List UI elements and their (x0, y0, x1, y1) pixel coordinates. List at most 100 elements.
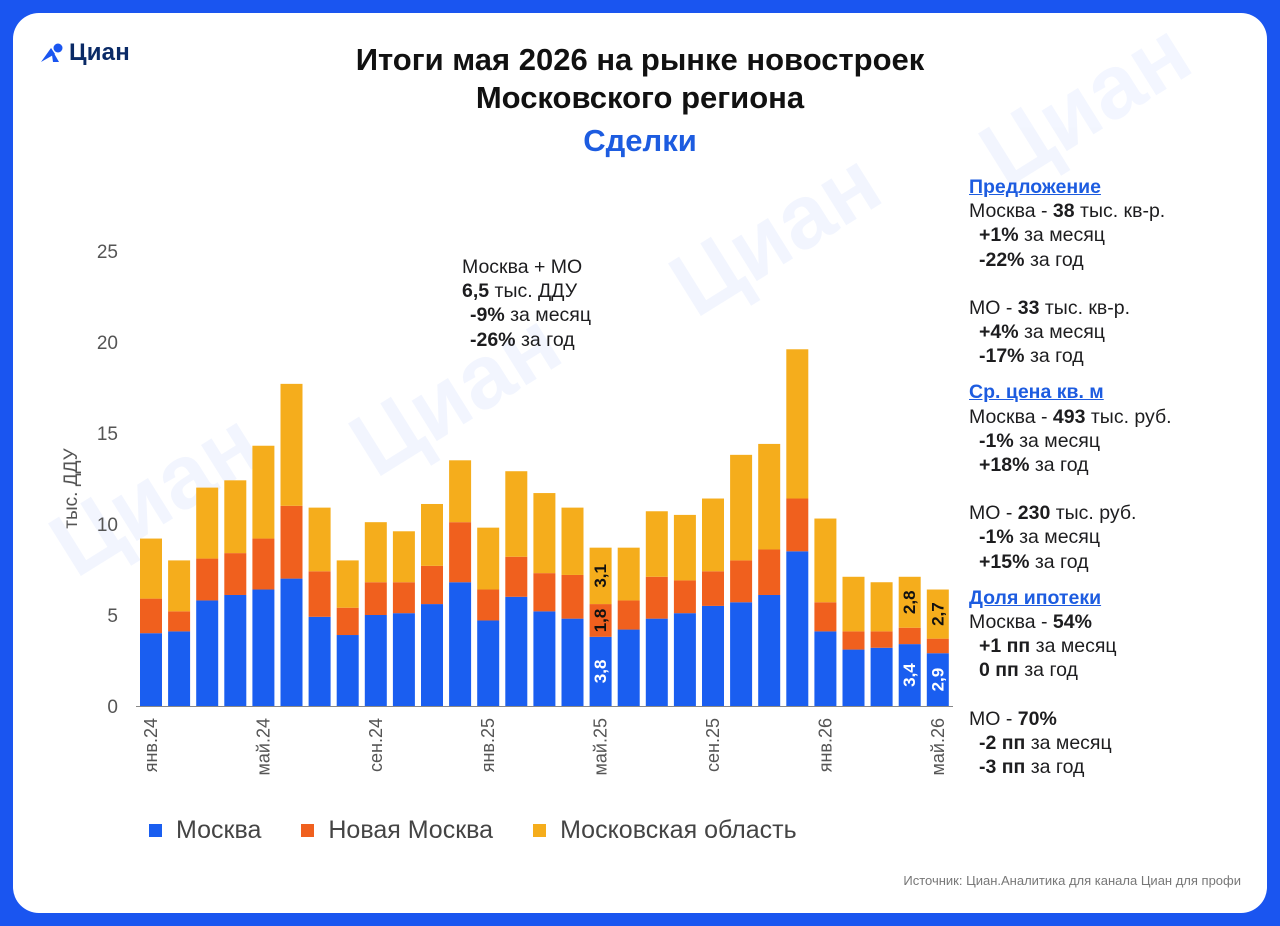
source-note: Источник: Циан.Аналитика для канала Циан… (903, 873, 1241, 888)
mortgage-block: Доля ипотеки Москва - 54% +1 пп за месяц… (969, 586, 1172, 683)
bar-segment (168, 560, 191, 612)
legend-swatch (149, 824, 162, 837)
bar-segment (673, 613, 696, 706)
bar-segment (308, 507, 331, 572)
bar-segment (421, 565, 443, 605)
cian-logo-icon (41, 43, 63, 62)
legend-label: Московская область (560, 816, 797, 844)
bar-segment (617, 547, 640, 601)
bar-segment (140, 598, 162, 634)
price-block: Ср. цена кв. м Москва - 493 тыс. руб. -1… (969, 380, 1172, 477)
bar-segment (702, 605, 724, 706)
stat-line: -3 пп за год (979, 756, 1085, 779)
bar-segment (814, 631, 837, 706)
stat-line: Москва - 38 тыс. кв-р. (969, 200, 1166, 223)
stat-line: МО - 33 тыс. кв-р. (969, 296, 1131, 319)
bar-segment (814, 518, 837, 603)
bar-segment (196, 558, 219, 601)
x-tick-label: май.24 (253, 718, 273, 775)
bar-segment (898, 576, 921, 628)
y-tick-label: 25 (97, 242, 118, 263)
bar-segment (224, 553, 247, 595)
x-tick-label: сен.25 (703, 718, 723, 772)
offer-heading[interactable]: Предложение (969, 176, 1101, 198)
bar-segment (730, 560, 753, 603)
bar-segment (392, 531, 415, 583)
stat-line: +4% за месяц (979, 321, 1105, 344)
bar-segment (814, 602, 837, 632)
price-heading[interactable]: Ср. цена кв. м (969, 381, 1104, 404)
bar-segment (477, 620, 500, 706)
data-label: 3,1 (591, 564, 610, 588)
bar-segment (168, 631, 191, 706)
x-tick-label: сен.24 (366, 718, 386, 772)
page-title: Итоги мая 2026 на рынке новостроек Моско… (13, 41, 1267, 117)
bar-segment (280, 578, 303, 706)
annotation-line: 6,5 тыс. ДДУ (462, 280, 578, 303)
bar-segment (252, 589, 275, 706)
legend-item-moscow-region: Московская область (533, 816, 797, 845)
chart-annotation: Москва + МО 6,5 тыс. ДДУ -9% за месяц -2… (462, 255, 591, 352)
data-label: 2,8 (900, 590, 919, 614)
annotation-line: -9% за месяц (470, 304, 592, 327)
bar-segment (533, 573, 556, 612)
bar-segment (477, 527, 500, 590)
bar-segment (252, 538, 275, 590)
bar-segment (786, 498, 809, 552)
bar-segment (589, 547, 612, 605)
bar-segment (505, 596, 528, 706)
card: Циан Циан Циан Циан Циан Итоги мая 2026 … (13, 13, 1267, 913)
mortgage-heading[interactable]: Доля ипотеки (969, 586, 1102, 609)
logo: Циан (39, 39, 130, 67)
data-label: 3,8 (591, 660, 610, 684)
bar-segment (336, 560, 359, 608)
data-label: 3,4 (900, 663, 919, 687)
legend-item-moscow: Москва (149, 816, 261, 845)
bar-segment (673, 580, 696, 614)
stat-line: МО - 70% (969, 707, 1057, 730)
bar-segment (758, 549, 781, 595)
y-tick-label: 20 (97, 333, 118, 354)
legend-item-new-moscow: Новая Москва (301, 816, 493, 845)
x-tick-label: янв.25 (478, 718, 498, 772)
chart-subtitle: Сделки (583, 123, 697, 158)
legend-label: Москва (176, 816, 262, 844)
bar-segment (364, 615, 387, 706)
bar-segment (421, 503, 443, 566)
bar-segment (308, 616, 331, 706)
annotation-line: -26% за год (470, 328, 575, 351)
bar-segment (224, 594, 247, 706)
legend-label: Новая Москва (328, 816, 494, 844)
bar-segment (336, 607, 359, 636)
bar-segment (336, 635, 359, 706)
bar-segment (392, 613, 415, 706)
bar-segment (392, 582, 415, 614)
bar-segment (421, 604, 443, 706)
bar-segment (730, 602, 753, 706)
bar-segment (926, 653, 949, 706)
bar-segment (449, 460, 472, 523)
mortgage-mo-block: МО - 70% -2 пп за месяц -3 пп за год (969, 707, 1172, 780)
bar-segment (533, 611, 556, 706)
bar-segment (280, 505, 303, 579)
stat-line: -17% за год (979, 345, 1084, 368)
x-tick-label: май.26 (928, 718, 948, 775)
bar-segment (561, 618, 584, 706)
stat-line: +18% за год (979, 454, 1089, 477)
stat-line: -22% за год (979, 248, 1084, 271)
stat-line: 0 пп за год (979, 659, 1078, 682)
bar-segment (645, 618, 668, 706)
legend-swatch (301, 824, 315, 837)
bar-segment (758, 443, 781, 550)
bar-segment (561, 574, 584, 619)
bar-segment (449, 582, 472, 706)
stat-line: -2 пп за месяц (979, 731, 1112, 754)
bar-segment (449, 522, 472, 583)
bar-segment (505, 471, 528, 557)
price-mo-block: МО - 230 тыс. руб. -1% за месяц +15% за … (969, 501, 1172, 574)
bar-segment (140, 538, 162, 599)
bar-segment (842, 631, 865, 650)
bar-segment (926, 638, 949, 654)
y-tick-label: 0 (107, 697, 118, 718)
y-tick-label: 10 (97, 515, 118, 536)
